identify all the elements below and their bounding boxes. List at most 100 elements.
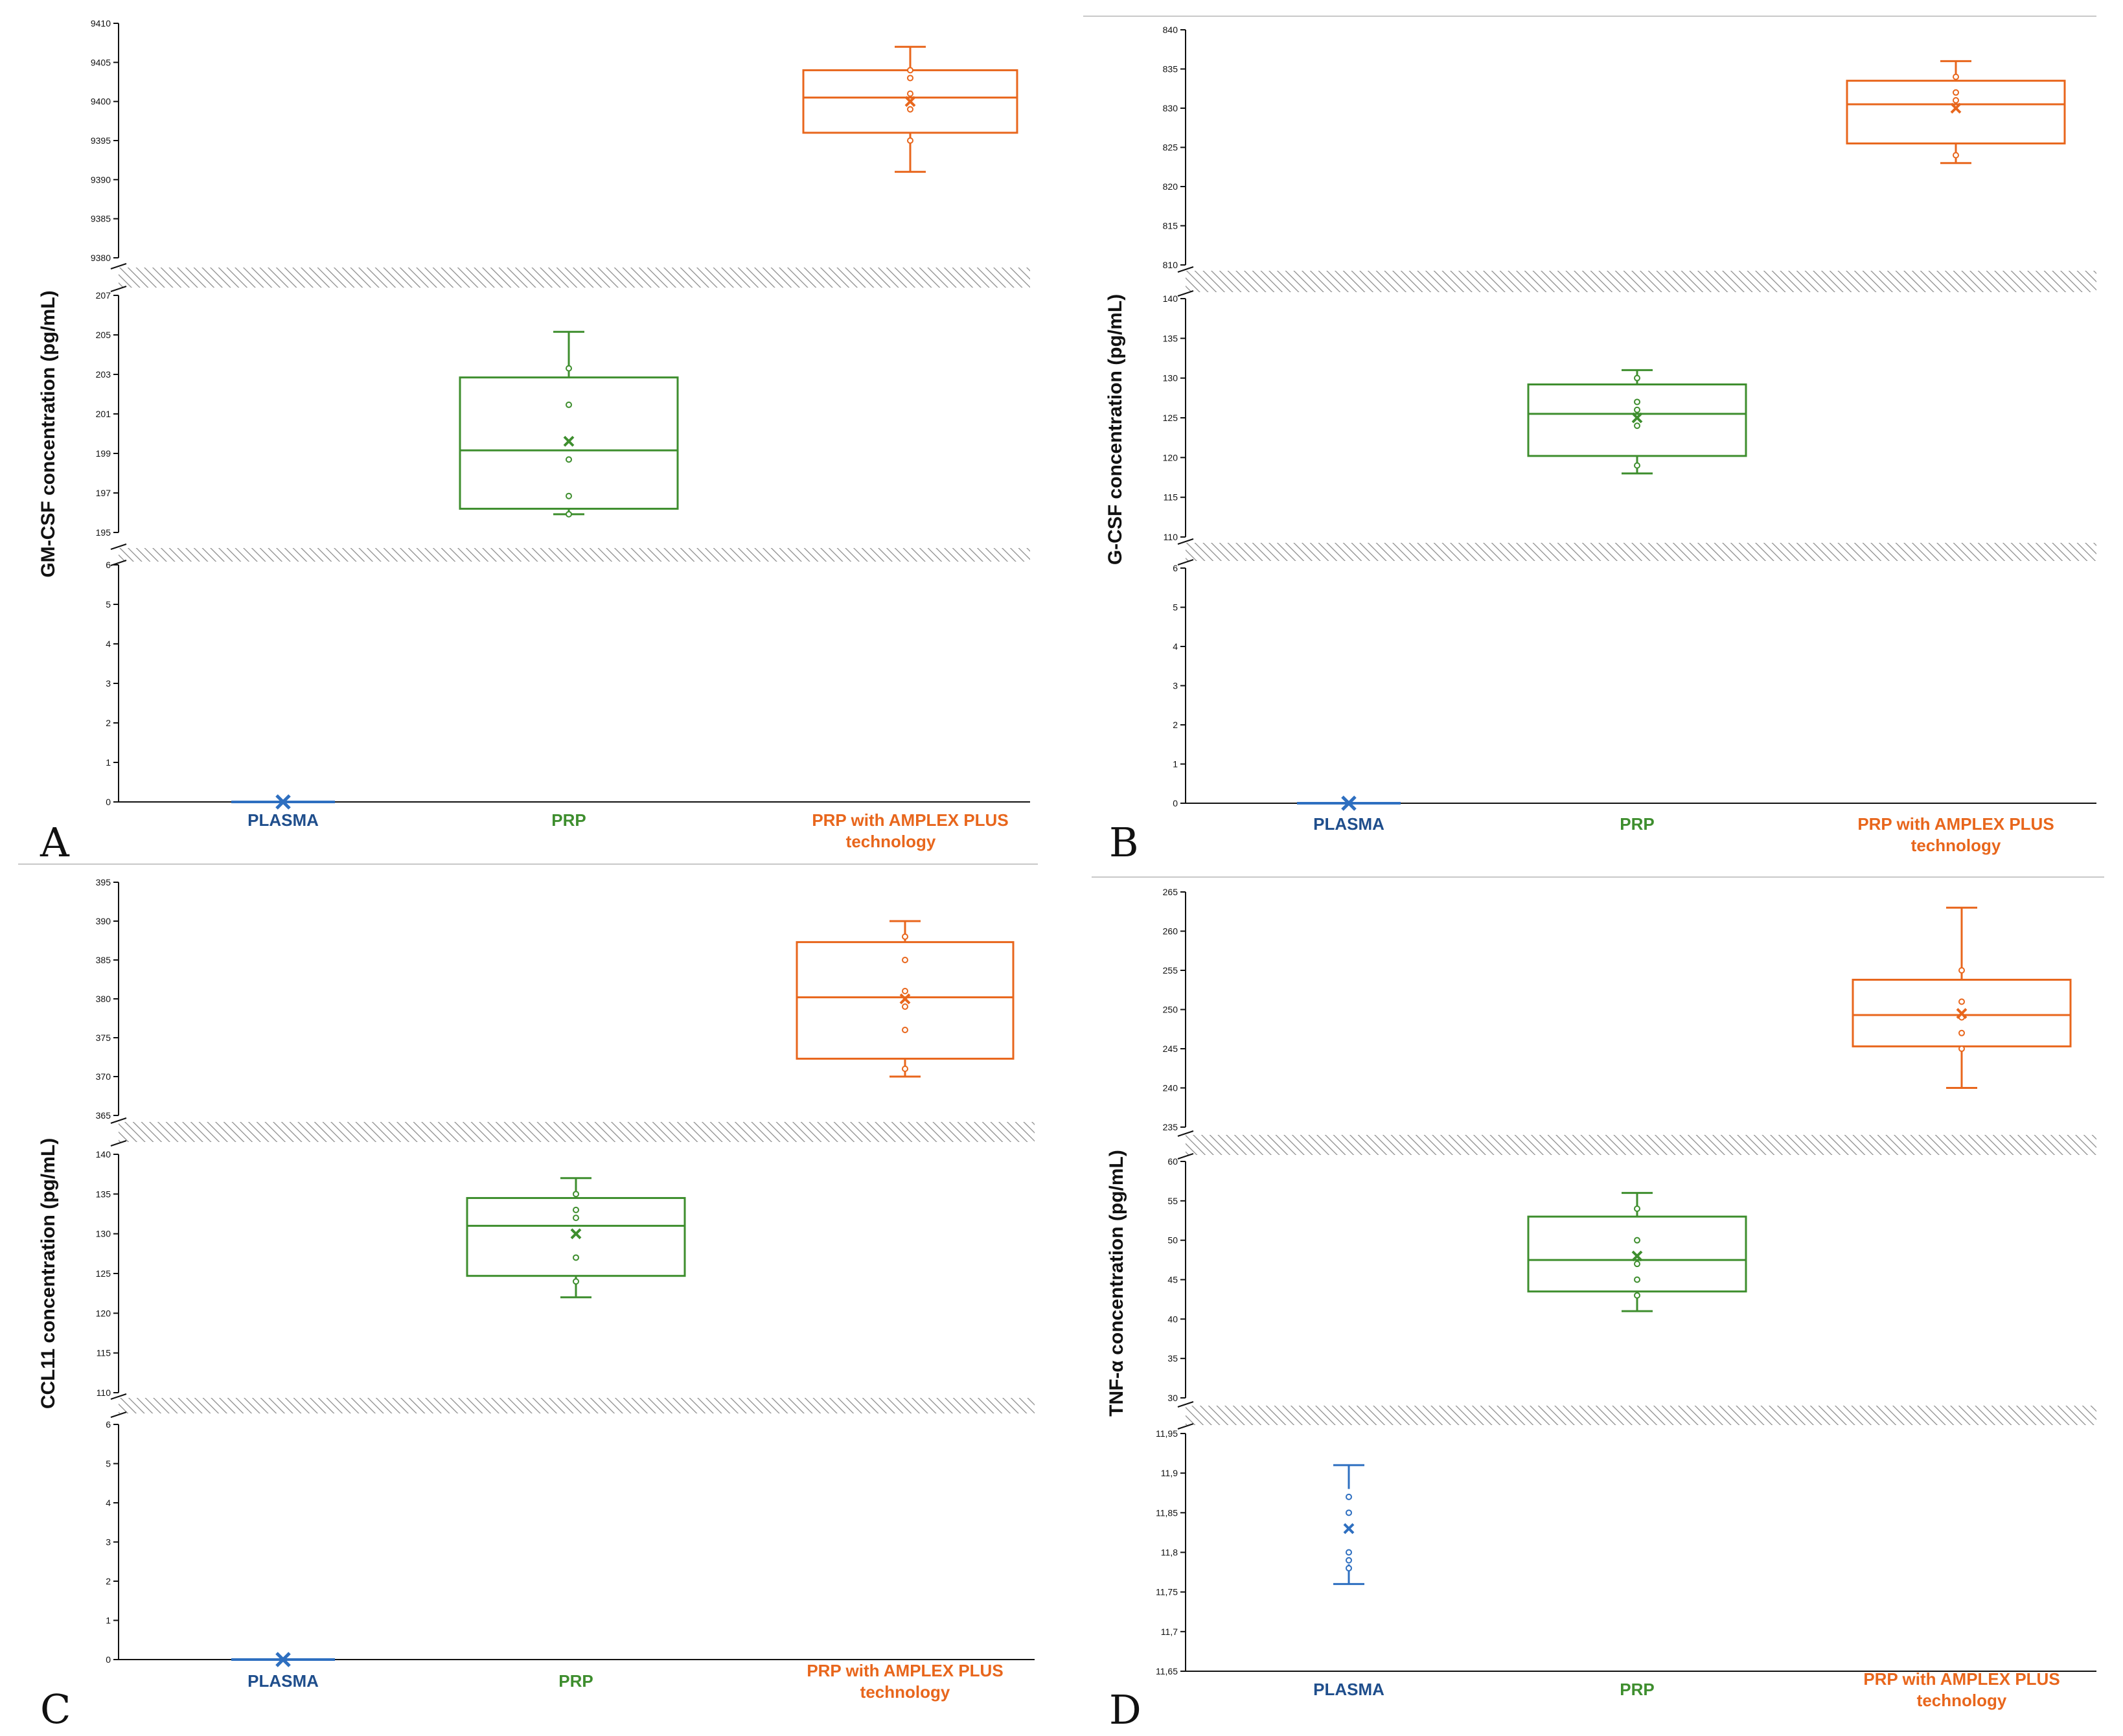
- category-label-amplex-line2: technology: [1911, 836, 2001, 855]
- category-label-amplex-line1: PRP with AMPLEX PLUS: [1857, 814, 2054, 834]
- series-amplex: [1852, 906, 2072, 1089]
- box-iqr: [459, 376, 679, 510]
- y-tick-label: 110: [97, 1388, 111, 1398]
- y-tick-label: 55: [1167, 1196, 1178, 1206]
- y-tick-label: 250: [1163, 1005, 1178, 1015]
- y-tick-label: 110: [1164, 532, 1178, 542]
- y-tick-label: 9405: [91, 57, 111, 67]
- axis-break-mark: [1177, 1401, 1194, 1408]
- y-tick-label: 815: [1163, 221, 1178, 231]
- y-tick-label: 130: [1163, 373, 1178, 383]
- axis-break-mark: [110, 543, 127, 550]
- y-tick-label: 9395: [91, 135, 111, 146]
- y-tick-label: 11,7: [1161, 1627, 1178, 1637]
- series-prp: [459, 330, 679, 518]
- axis-break-band: [1186, 1135, 2096, 1155]
- category-label-amplex-line1: PRP with AMPLEX PLUS: [807, 1661, 1003, 1680]
- y-tick-label: 0: [1173, 798, 1178, 808]
- series-amplex: [796, 920, 1015, 1078]
- data-point: [566, 365, 572, 372]
- y-tick-label: 2: [1173, 720, 1178, 730]
- y-tick-label: 11,75: [1156, 1587, 1178, 1597]
- y-tick-label: 365: [96, 1110, 111, 1121]
- category-label-amplex-line2: technology: [860, 1682, 950, 1702]
- data-point: [1346, 1509, 1352, 1516]
- category-label-plasma: PLASMA: [1313, 1680, 1384, 1699]
- y-tick-label: 135: [1163, 333, 1178, 343]
- y-tick-label: 30: [1167, 1393, 1178, 1403]
- y-tick-label: 203: [96, 369, 111, 380]
- y-tick-label: 11,85: [1156, 1507, 1178, 1518]
- y-tick-label: 2: [106, 718, 111, 728]
- y-tick-label: 835: [1163, 64, 1178, 74]
- y-tick-label: 9410: [91, 18, 111, 29]
- mean-marker: [1950, 102, 1962, 114]
- data-point: [566, 456, 572, 463]
- data-point: [1634, 1205, 1640, 1212]
- category-label-amplex-line1: PRP with AMPLEX PLUS: [1863, 1669, 2060, 1689]
- y-tick-label: 840: [1163, 25, 1178, 35]
- series-prp: [1527, 369, 1747, 475]
- axis-break-mark: [110, 1411, 127, 1418]
- y-tick-label: 1: [106, 757, 111, 768]
- data-point: [907, 74, 913, 82]
- chart-panel-d: 11,65 11,7 11,75 11,8 11,85 11,9 11,95 30 35 40 45…: [1106, 887, 2096, 1733]
- data-point: [566, 510, 572, 518]
- data-point: [1958, 1045, 1965, 1052]
- box-iqr: [466, 1196, 686, 1277]
- y-tick-label: 120: [96, 1308, 111, 1318]
- y-tick-label: 825: [1163, 143, 1178, 153]
- category-label-amplex-line2: technology: [1917, 1691, 2007, 1710]
- category-label-plasma: PLASMA: [1313, 814, 1384, 834]
- y-tick-label: 205: [96, 330, 111, 340]
- box-iqr: [796, 941, 1015, 1060]
- data-point: [902, 1066, 908, 1072]
- mean-marker: [904, 96, 916, 108]
- axis-break-mark: [1177, 559, 1194, 565]
- mean-marker: [1343, 1523, 1355, 1535]
- axis-break-mark: [110, 560, 127, 566]
- y-tick-label: 5: [1173, 602, 1178, 613]
- data-point: [902, 988, 908, 994]
- axis-break-mark: [1177, 538, 1194, 545]
- mean-marker: [1956, 1008, 1968, 1019]
- axis-break-band: [1186, 1406, 2096, 1425]
- y-tick-label: 135: [96, 1189, 111, 1199]
- y-tick-label: 2: [106, 1576, 111, 1586]
- y-tick-label: 370: [96, 1071, 111, 1082]
- y-tick-label: 5: [106, 599, 111, 610]
- y-tick-label: 4: [1173, 641, 1178, 652]
- y-tick-label: 255: [1163, 965, 1178, 976]
- axis-break-mark: [1177, 290, 1194, 297]
- axis-break-band: [119, 548, 1030, 562]
- y-axis-title: CCL11 concentration (pg/mL): [38, 1138, 59, 1409]
- axis-break-mark: [1177, 266, 1194, 273]
- data-point: [1346, 1493, 1352, 1500]
- box-iqr: [1527, 1215, 1747, 1293]
- data-point: [1346, 1557, 1352, 1564]
- y-tick-label: 115: [1164, 492, 1178, 503]
- box-iqr: [1846, 80, 2066, 144]
- category-label-amplex-line2: technology: [846, 832, 936, 851]
- y-tick-label: 207: [96, 290, 111, 301]
- y-tick-label: 45: [1167, 1275, 1178, 1285]
- data-point: [1634, 1237, 1640, 1244]
- y-tick-label: 35: [1167, 1353, 1178, 1364]
- y-axis-title: GM-CSF concentration (pg/mL): [38, 290, 59, 577]
- y-tick-label: 201: [96, 409, 111, 419]
- y-tick-label: 6: [1173, 563, 1178, 573]
- y-tick-label: 380: [96, 994, 111, 1004]
- axis-break-mark: [1177, 1423, 1194, 1430]
- y-tick-label: 0: [106, 1654, 111, 1665]
- data-point: [1958, 1029, 1965, 1036]
- data-point: [1953, 89, 1959, 96]
- y-tick-label: 4: [106, 639, 111, 649]
- y-tick-label: 1: [106, 1616, 111, 1626]
- y-tick-label: 0: [106, 797, 111, 807]
- mean-marker: [275, 794, 291, 810]
- data-point: [902, 1003, 908, 1010]
- y-tick-label: 140: [96, 1149, 111, 1159]
- data-point: [902, 933, 908, 940]
- y-tick-label: 4: [106, 1498, 111, 1508]
- y-tick-label: 830: [1163, 103, 1178, 113]
